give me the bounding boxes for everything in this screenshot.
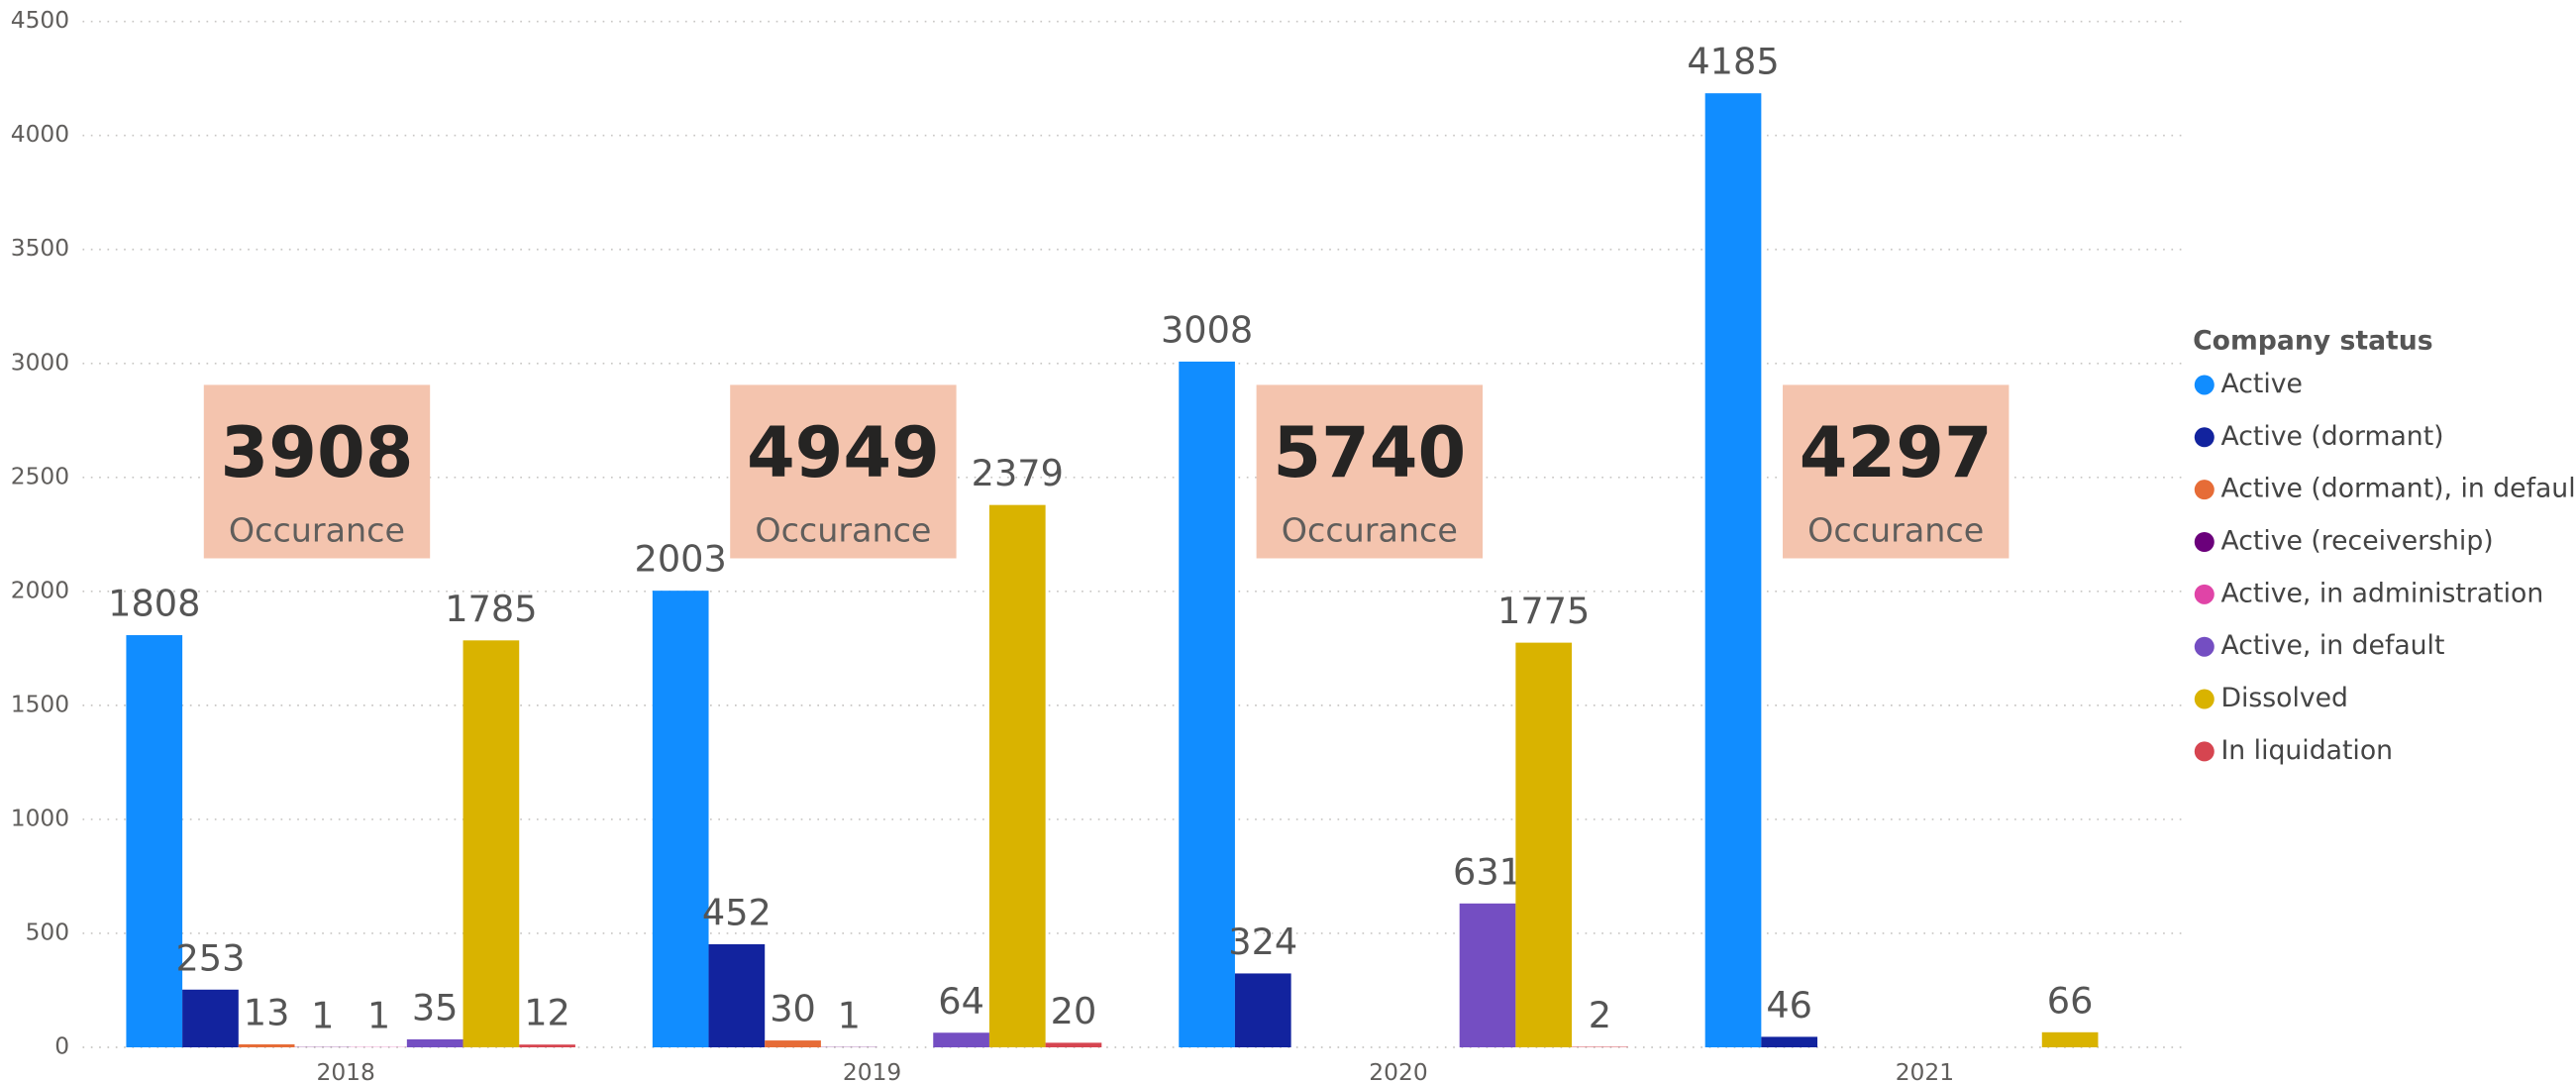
card <box>1256 384 1484 559</box>
data-label: 3008 <box>1161 308 1253 351</box>
card-label: Occurance <box>755 510 931 549</box>
legend-marker <box>2194 375 2215 395</box>
legend-marker <box>2194 636 2215 657</box>
y-tick-label: 4500 <box>11 6 69 34</box>
legend-label: Active, in administration <box>2220 578 2543 608</box>
bar <box>463 640 520 1047</box>
bar <box>988 504 1046 1047</box>
y-tick-label: 2500 <box>11 462 69 489</box>
card-value: 4297 <box>1800 412 1993 493</box>
card-label: Occurance <box>229 510 405 549</box>
bar <box>519 1044 575 1047</box>
card <box>203 384 431 559</box>
data-label: 324 <box>1228 920 1297 963</box>
data-label: 46 <box>1766 984 1812 1027</box>
data-label: 35 <box>412 986 459 1028</box>
data-label: 452 <box>702 891 772 933</box>
bar <box>126 635 183 1047</box>
data-label: 1 <box>838 994 861 1036</box>
legend-marker <box>2194 427 2215 448</box>
bar <box>406 1038 464 1047</box>
bar <box>1045 1042 1102 1047</box>
card <box>1783 384 2009 559</box>
legend-label: Active, in default <box>2220 630 2444 661</box>
data-label: 631 <box>1453 850 1522 893</box>
card-value: 3908 <box>221 412 414 493</box>
data-label: 30 <box>770 988 816 1030</box>
y-tick-label: 1500 <box>11 690 69 717</box>
x-tick-label: 2018 <box>316 1058 374 1082</box>
data-label: 2 <box>1589 994 1611 1036</box>
x-tick-label: 2020 <box>1369 1058 1427 1082</box>
y-tick-label: 500 <box>26 918 70 945</box>
data-label: 2379 <box>972 452 1064 494</box>
x-tick-label: 2019 <box>843 1058 901 1082</box>
legend-label: In liquidation <box>2220 735 2393 766</box>
legend-label: Active (dormant) <box>2220 421 2443 452</box>
data-label: 253 <box>175 936 245 979</box>
bar <box>1704 93 1762 1047</box>
legend-marker <box>2194 741 2215 762</box>
bar <box>1761 1036 1818 1047</box>
bar <box>238 1043 295 1047</box>
data-label: 66 <box>2047 979 2094 1022</box>
legend-label: Active (dormant), in default <box>2220 474 2576 504</box>
bar <box>1179 361 1235 1047</box>
y-tick-label: 4000 <box>11 120 69 148</box>
bar <box>652 591 709 1047</box>
data-label: 1808 <box>108 583 200 625</box>
legend-marker <box>2194 531 2215 553</box>
data-label: 4185 <box>1687 41 1779 83</box>
legend-label: Active <box>2220 369 2302 399</box>
data-label: 1785 <box>445 588 537 630</box>
y-tick-label: 1000 <box>11 804 69 831</box>
legend-marker <box>2194 689 2215 709</box>
card-value: 5740 <box>1273 412 1466 493</box>
data-label: 13 <box>244 991 290 1033</box>
bar <box>708 943 766 1047</box>
bar <box>933 1032 989 1047</box>
data-label: 1775 <box>1497 590 1590 632</box>
bar <box>1459 903 1516 1047</box>
data-label: 64 <box>938 980 984 1023</box>
card-label: Occurance <box>1807 510 1984 549</box>
card-label: Occurance <box>1282 510 1458 549</box>
bar <box>1515 642 1573 1047</box>
y-tick-label: 3500 <box>11 234 69 262</box>
data-label: 2003 <box>635 538 727 581</box>
data-label: 1 <box>311 994 334 1036</box>
legend-label: Active (receivership) <box>2220 526 2493 557</box>
legend-marker <box>2194 480 2215 500</box>
y-tick-label: 0 <box>54 1031 69 1059</box>
y-tick-label: 2000 <box>11 576 69 603</box>
bar <box>2041 1031 2099 1047</box>
data-label: 1 <box>367 994 390 1036</box>
bar <box>765 1040 821 1047</box>
bar <box>182 989 239 1047</box>
data-label: 20 <box>1051 990 1097 1032</box>
legend-label: Dissolved <box>2220 683 2348 713</box>
legend-title: Company status <box>2193 326 2433 357</box>
bar <box>1234 973 1291 1047</box>
legend-marker <box>2194 584 2215 604</box>
card <box>730 384 957 559</box>
card-value: 4949 <box>747 412 940 493</box>
data-label: 12 <box>524 992 570 1034</box>
y-tick-label: 3000 <box>11 348 69 376</box>
x-tick-label: 2021 <box>1896 1058 1954 1082</box>
